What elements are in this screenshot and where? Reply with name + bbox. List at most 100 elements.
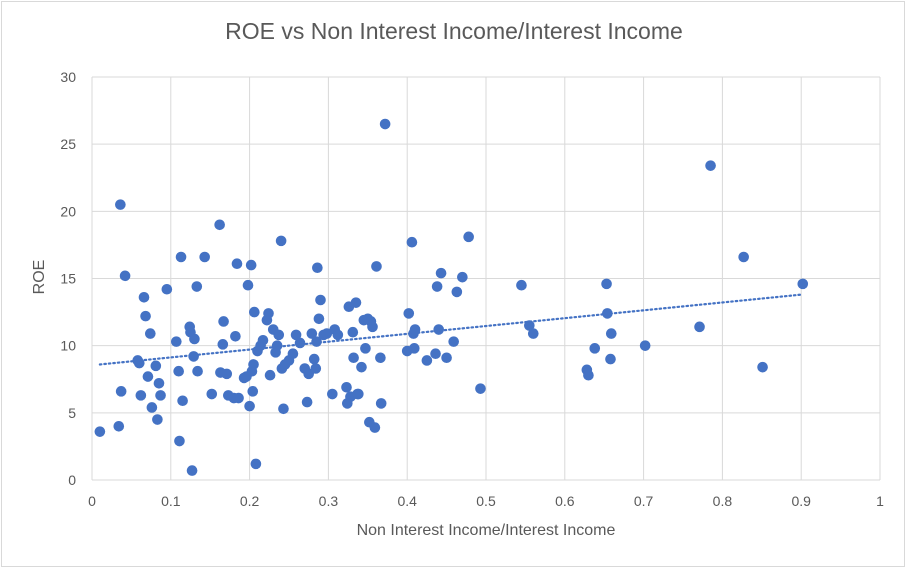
y-tick-label: 0: [68, 472, 76, 488]
data-point: [433, 324, 445, 335]
data-point: [287, 348, 299, 360]
data-point: [341, 382, 352, 393]
data-point: [601, 278, 612, 290]
data-point: [275, 235, 287, 247]
data-point: [250, 458, 262, 470]
x-tick-label: 1: [876, 493, 884, 509]
data-point: [271, 340, 283, 351]
data-point: [705, 160, 716, 171]
data-point: [379, 118, 391, 130]
data-point: [327, 388, 338, 400]
y-tick-label: 10: [60, 338, 76, 354]
data-point: [171, 336, 182, 347]
data-point: [315, 294, 326, 306]
data-point: [430, 348, 441, 360]
data-point: [174, 435, 185, 447]
data-point: [150, 360, 162, 372]
data-point: [583, 369, 594, 381]
x-tick-label: 0: [88, 493, 96, 509]
data-point: [348, 352, 359, 364]
data-point: [516, 279, 527, 291]
data-point: [356, 361, 367, 373]
data-point: [177, 395, 188, 407]
data-point: [94, 426, 106, 437]
data-point: [527, 328, 539, 339]
y-tick-label: 20: [60, 203, 76, 219]
data-point: [375, 352, 386, 364]
data-point: [312, 262, 323, 274]
data-point: [306, 328, 318, 339]
data-point: [605, 353, 616, 365]
data-point: [191, 281, 203, 292]
data-point: [155, 390, 166, 401]
data-point: [278, 403, 289, 415]
data-point: [457, 271, 468, 283]
data-point: [248, 359, 259, 370]
data-point: [301, 396, 313, 408]
x-axis-label: Non Interest Income/Interest Income: [356, 522, 616, 539]
data-point: [153, 377, 165, 389]
data-point: [694, 321, 705, 333]
x-tick-label: 0.3: [319, 493, 339, 509]
data-point: [475, 383, 486, 394]
y-tick-label: 25: [60, 136, 76, 152]
data-point: [264, 369, 276, 381]
data-point: [173, 365, 184, 377]
data-point: [332, 329, 344, 341]
data-point: [369, 422, 381, 433]
x-tick-label: 0.9: [791, 493, 811, 509]
data-point: [135, 390, 147, 401]
data-point: [214, 219, 225, 231]
data-point: [218, 316, 229, 327]
data-point: [161, 283, 173, 295]
data-point: [186, 465, 198, 476]
data-point: [375, 398, 387, 409]
data-point: [350, 297, 362, 308]
data-point: [408, 343, 420, 354]
data-point: [448, 336, 459, 347]
data-point: [119, 270, 131, 282]
x-tick-label: 0.2: [240, 493, 260, 509]
data-point: [308, 353, 320, 365]
data-point: [367, 321, 378, 333]
data-point: [247, 386, 259, 397]
data-point: [138, 292, 150, 303]
data-point: [263, 308, 274, 319]
data-point: [242, 279, 254, 291]
data-point: [290, 329, 302, 341]
data-point: [463, 231, 474, 243]
data-point: [140, 310, 151, 322]
data-point: [133, 357, 145, 369]
x-tick-label: 0.8: [713, 493, 733, 509]
data-point: [371, 261, 382, 272]
data-point: [360, 343, 371, 354]
data-point: [406, 236, 418, 248]
data-point: [431, 281, 443, 292]
data-point: [421, 355, 433, 366]
data-point: [145, 328, 156, 339]
data-point: [257, 334, 269, 346]
data-point: [221, 368, 233, 380]
data-point: [311, 336, 322, 347]
x-tick-label: 0.1: [161, 493, 181, 509]
data-point: [115, 386, 127, 397]
data-point: [353, 388, 364, 400]
data-point: [757, 361, 768, 373]
x-tick-label: 0.4: [397, 493, 417, 509]
trendline: [98, 293, 803, 366]
data-point: [347, 326, 359, 338]
data-point: [189, 333, 200, 345]
data-point: [113, 420, 125, 432]
data-point: [146, 402, 158, 413]
data-point: [403, 308, 415, 319]
x-tick-label: 0.5: [476, 493, 496, 509]
data-point: [175, 251, 187, 263]
data-point: [245, 259, 257, 271]
data-point: [294, 337, 306, 349]
data-point: [441, 352, 452, 364]
data-point: [192, 365, 203, 377]
data-point: [199, 251, 210, 263]
data-point: [231, 258, 243, 270]
data-point: [217, 339, 229, 350]
